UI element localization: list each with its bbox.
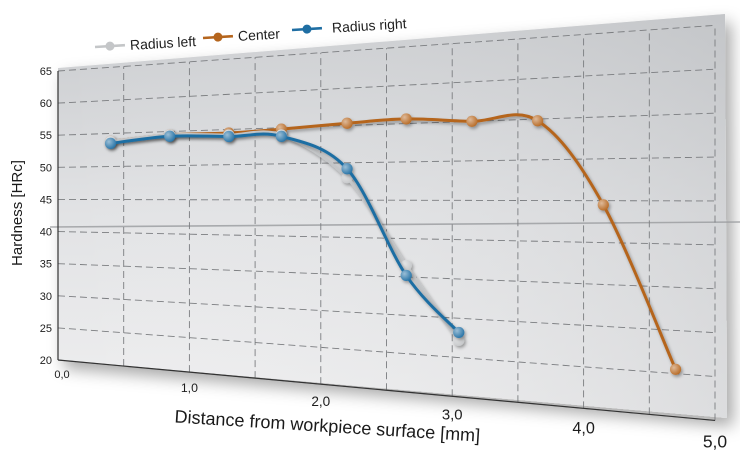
legend-label: Center: [237, 25, 280, 43]
legend-swatch-marker: [105, 41, 115, 51]
y-tick-label: 50: [40, 162, 52, 174]
radius-right-point-highlight: [223, 130, 235, 143]
radius-right-point-highlight: [400, 269, 412, 282]
center-point-highlight: [597, 199, 609, 211]
center-point-highlight: [532, 115, 544, 127]
series-layer: [104, 113, 682, 375]
y-tick-label: 55: [40, 130, 52, 142]
y-tick-label: 25: [40, 323, 52, 335]
x-axis-title: Distance from workpiece surface [mm]: [174, 406, 481, 445]
legend-label: Radius right: [331, 15, 407, 35]
x-tick-label: 3,0: [442, 408, 463, 424]
center-point-highlight: [669, 363, 682, 375]
x-tick-label: 2,0: [311, 394, 330, 409]
radius-left-point-highlight: [341, 172, 353, 184]
legend-label: Radius left: [129, 33, 196, 53]
y-tick-label: 40: [40, 227, 52, 239]
radius-left-point-highlight: [453, 334, 465, 346]
panel-reflection-line: [49, 221, 740, 228]
x-axis-line: [57, 359, 716, 422]
series-radius-right: [104, 130, 465, 339]
center-point-highlight: [341, 117, 353, 129]
center-point-highlight: [466, 115, 478, 127]
x-tick-label: 5,0: [703, 431, 728, 451]
legend-swatch-marker: [213, 32, 223, 42]
radius-right-point-highlight: [164, 130, 176, 142]
radius-right-point-highlight: [341, 163, 353, 175]
plot-panel: [49, 14, 740, 422]
y-tick-label: 45: [40, 194, 52, 206]
y-tick-label: 20: [40, 355, 52, 367]
legend: Radius left Center Radius right: [94, 15, 407, 53]
radius-right-point-highlight: [275, 130, 287, 142]
center-point-highlight: [400, 113, 412, 125]
legend-swatch-marker: [302, 24, 312, 34]
x-tick-label: 1,0: [181, 381, 198, 395]
y-axis-ticks: 20 25 30 35 40 45 50 55 60 65: [40, 66, 52, 367]
y-tick-label: 60: [40, 98, 52, 110]
y-tick-label: 35: [40, 259, 52, 271]
x-axis-ticks: 0,0 1,0 2,0 3,0 4,0 5,0: [54, 369, 727, 451]
radius-right-point-highlight: [104, 137, 117, 149]
legend-item-center: Center: [202, 25, 281, 44]
axis-frame: [57, 71, 716, 422]
radius-right-point-highlight: [453, 326, 465, 339]
panel-side-shade: [58, 14, 727, 418]
x-tick-label: 0,0: [54, 369, 69, 381]
legend-item-radius-left: Radius left: [94, 33, 197, 53]
x-tick-label: 4,0: [572, 420, 595, 438]
y-tick-label: 30: [40, 291, 52, 303]
y-axis-title: Hardness [HRc]: [9, 160, 26, 266]
legend-item-radius-right: Radius right: [291, 15, 407, 36]
y-tick-label: 65: [40, 66, 52, 78]
